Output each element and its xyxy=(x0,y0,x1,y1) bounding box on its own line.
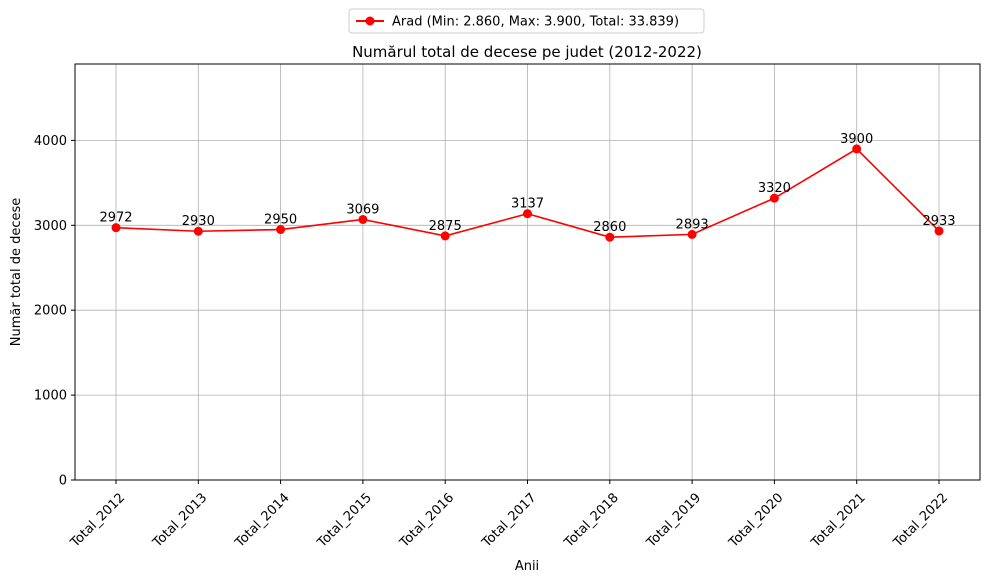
data-label: 2860 xyxy=(593,220,626,235)
data-point xyxy=(934,226,944,236)
y-tick-label: 4000 xyxy=(34,134,67,149)
data-label: 2930 xyxy=(182,214,215,229)
data-point xyxy=(111,223,121,233)
chart-title: Numărul total de decese pe judet (2012-2… xyxy=(352,43,702,61)
data-label: 2933 xyxy=(922,214,955,229)
y-tick-label: 2000 xyxy=(34,304,67,319)
data-point xyxy=(605,232,615,242)
data-point xyxy=(276,225,286,235)
y-axis: 0 1000 2000 3000 4000 xyxy=(34,134,75,489)
legend-box xyxy=(348,8,705,34)
data-label: 2972 xyxy=(99,211,132,226)
data-label: 3900 xyxy=(840,132,873,147)
legend-point-marker xyxy=(365,16,375,26)
data-point xyxy=(440,231,450,241)
y-tick-label: 1000 xyxy=(34,389,67,404)
grid xyxy=(75,64,980,481)
x-axis-label: Anii xyxy=(515,559,539,574)
data-point xyxy=(193,226,203,236)
data-point xyxy=(523,209,532,219)
y-tick-label: 0 xyxy=(59,474,67,489)
y-tick-label: 3000 xyxy=(34,219,67,234)
plot-frame xyxy=(74,63,981,481)
data-label: 3320 xyxy=(758,181,791,196)
data-label: 2875 xyxy=(429,219,462,234)
data-point xyxy=(358,214,368,224)
data-label: 3069 xyxy=(346,202,379,217)
data-label: 2893 xyxy=(676,217,709,232)
data-point xyxy=(687,229,697,239)
data-labels: 2972 2930 2950 3069 2875 3137 2860 2893 3320 3900… xyxy=(99,132,955,235)
data-point xyxy=(769,193,779,203)
y-axis-label: Număr total de decese xyxy=(9,198,24,346)
legend-entry-label: Arad (Min: 2.860, Max: 3.900, Total: 33.… xyxy=(392,15,679,30)
legend: Arad (Min: 2.860, Max: 3.900, Total: 33.… xyxy=(348,8,705,34)
data-label: 2950 xyxy=(264,213,297,228)
data-point xyxy=(852,144,862,154)
series xyxy=(111,144,944,242)
data-label: 3137 xyxy=(511,197,544,212)
